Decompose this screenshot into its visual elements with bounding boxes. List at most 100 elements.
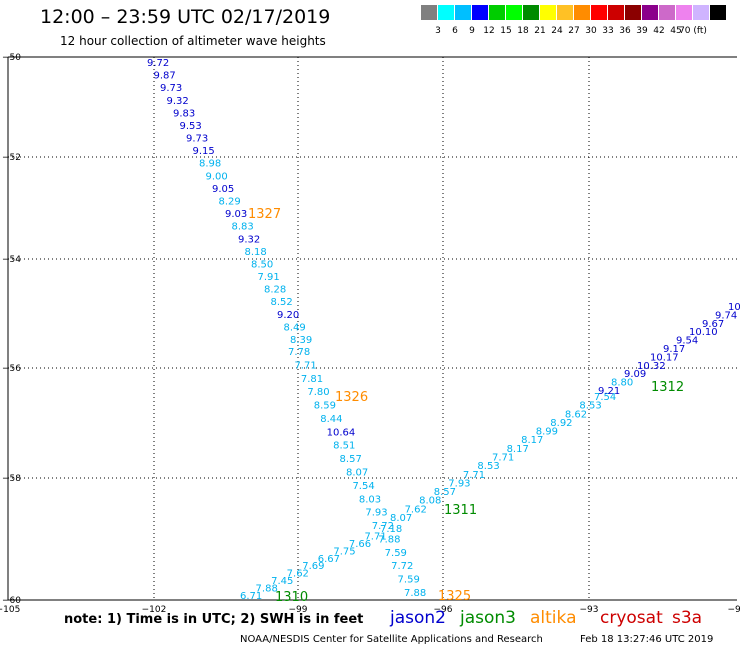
- wave-height-label: 7.71: [294, 360, 316, 371]
- legend-label: 24: [551, 26, 563, 36]
- wave-height-label: 8.49: [284, 322, 306, 333]
- lat-tick-label: −56: [2, 364, 21, 374]
- wave-height-label: 6.67: [318, 554, 340, 565]
- wave-height-label: 7.93: [365, 508, 387, 519]
- legend-swatch: [676, 5, 692, 20]
- wave-height-label: 8.52: [271, 297, 293, 308]
- wave-height-label: 9.21: [598, 386, 620, 397]
- legend-label: 27: [568, 26, 580, 36]
- legend-label: 70 (ft): [679, 26, 707, 36]
- lon-tick-label: −96: [434, 605, 453, 615]
- legend-swatch: [421, 5, 437, 20]
- wave-height-label: 7.91: [258, 272, 280, 283]
- wave-height-label: 9.09: [624, 369, 646, 380]
- wave-height-label: 8.07: [346, 468, 368, 479]
- wave-height-label: 9.73: [160, 83, 182, 94]
- wave-height-label: 7.72: [372, 521, 394, 532]
- legend-swatch: [693, 5, 709, 20]
- wave-height-label: 8.51: [333, 441, 355, 452]
- map-title: 12:00 – 23:59 UTC 02/17/2019: [40, 6, 331, 28]
- wave-height-label: 8.59: [314, 401, 336, 412]
- wave-height-label: 10.10: [689, 327, 718, 338]
- lon-tick-label: −105: [0, 605, 20, 615]
- wave-height-label: 9.74: [715, 310, 737, 321]
- wave-height-label: 9.20: [277, 310, 299, 321]
- wave-height-label: 9.32: [238, 234, 260, 245]
- wave-height-label: 8.53: [579, 401, 601, 412]
- wave-height-label: 9.00: [206, 171, 228, 182]
- legend-label: 42: [653, 26, 665, 36]
- legend-label: 15: [500, 26, 512, 36]
- track-id-label: 1310: [275, 590, 308, 605]
- lon-tick-label: −99: [289, 605, 308, 615]
- wave-height-label: 8.17: [507, 444, 529, 455]
- track-id-label: 1312: [651, 380, 684, 395]
- wave-height-label: 7.54: [352, 481, 374, 492]
- legend-label: 9: [469, 26, 475, 36]
- wave-height-label: 9.53: [180, 121, 202, 132]
- wave-height-label: 8.03: [359, 494, 381, 505]
- wave-height-label: 8.80: [611, 378, 633, 389]
- wave-height-label: 7.75: [333, 546, 355, 557]
- legend-swatch: [540, 5, 556, 20]
- satellite-key-s3a: s3a: [672, 608, 703, 628]
- wave-height-label: 7.18: [380, 524, 402, 535]
- wave-height-label: 8.08: [419, 496, 441, 507]
- legend-label: 39: [636, 26, 648, 36]
- wave-height-label: 7.93: [448, 478, 470, 489]
- legend-label: 21: [534, 26, 546, 36]
- wave-height-label: 8.29: [219, 197, 241, 208]
- wave-height-label: 7.59: [385, 548, 407, 559]
- wave-height-label: 7.81: [301, 374, 323, 385]
- wave-height-label: 9.32: [167, 96, 189, 107]
- map-grid: [7, 56, 737, 601]
- wave-height-label: 9.73: [186, 134, 208, 145]
- legend-swatch: [523, 5, 539, 20]
- track-id-label: 1326: [335, 390, 368, 405]
- wave-height-label: 7.71: [463, 470, 485, 481]
- wave-height-label: 9.87: [154, 71, 176, 82]
- wave-height-label: 10: [728, 302, 740, 313]
- legend-swatch: [625, 5, 641, 20]
- wave-height-label: 7.45: [271, 576, 293, 587]
- legend-swatch: [608, 5, 624, 20]
- track-id-label: 1327: [248, 207, 281, 222]
- legend-swatch: [710, 5, 726, 20]
- wave-height-label: 8.28: [264, 285, 286, 296]
- lon-tick-label: −102: [142, 605, 167, 615]
- track-labels: 1327 1326 1310 1311 1312 1325: [248, 207, 684, 605]
- wave-height-label: 9.17: [663, 344, 685, 355]
- legend-label: 12: [483, 26, 495, 36]
- wave-height-label: 7.54: [594, 392, 616, 403]
- wave-height-label: 9.54: [676, 336, 698, 347]
- wave-height-label: 8.44: [320, 414, 342, 425]
- wave-height-label: 8.18: [245, 247, 267, 258]
- wave-height-label: 7.59: [398, 575, 420, 586]
- wave-height-label: 9.03: [225, 209, 247, 220]
- legend-label: 18: [517, 26, 529, 36]
- satellite-key-cryosat: cryosat: [600, 608, 663, 628]
- legend-swatch: [438, 5, 454, 20]
- legend-swatch: [659, 5, 675, 20]
- wave-height-label: 10.64: [327, 427, 356, 438]
- wave-height-label: 7.88: [378, 534, 400, 545]
- wave-height-label: 7.78: [288, 347, 310, 358]
- wave-height-label: 8.92: [550, 418, 572, 429]
- wave-height-label: 7.71: [492, 453, 514, 464]
- wave-height-label: 9.67: [702, 319, 724, 330]
- lon-tick-label: −90: [728, 605, 740, 615]
- legend-label: 33: [602, 26, 614, 36]
- legend-swatch: [591, 5, 607, 20]
- wave-height-label: 8.98: [199, 159, 221, 170]
- legend-swatch: [472, 5, 488, 20]
- lat-tick-label: −54: [2, 255, 21, 265]
- wave-height-label: 7.88: [404, 588, 426, 599]
- wave-height-label: 7.72: [391, 561, 413, 572]
- lat-tick-label: −60: [2, 596, 21, 606]
- wave-height-label: 9.72: [147, 58, 169, 69]
- lon-tick-label: −93: [580, 605, 599, 615]
- wave-height-label: 10.32: [637, 361, 666, 372]
- satellite-key-jason3: jason3: [460, 608, 516, 628]
- wave-height-label: 8.57: [340, 454, 362, 465]
- wave-height-label: 9.05: [212, 184, 234, 195]
